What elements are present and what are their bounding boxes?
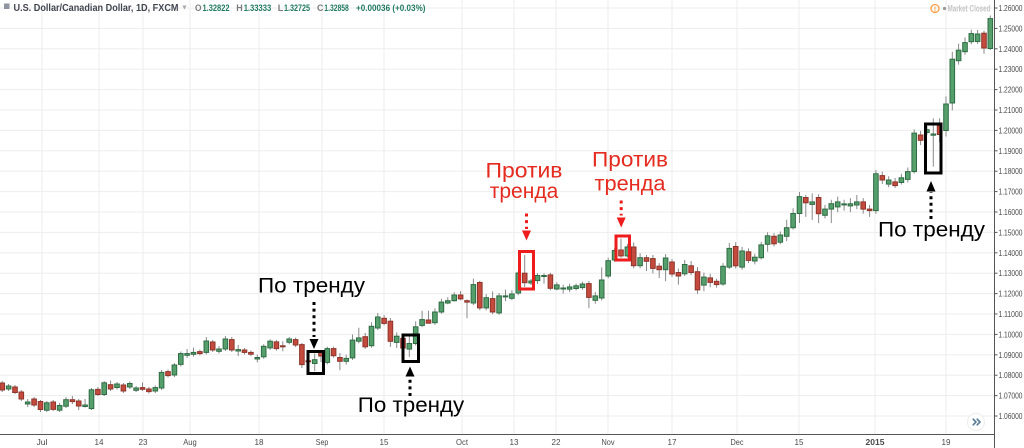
- svg-text:1.18000: 1.18000: [999, 166, 1023, 176]
- svg-text:17: 17: [668, 437, 677, 447]
- svg-text:Sep: Sep: [316, 437, 329, 447]
- svg-text:1.12000: 1.12000: [999, 289, 1023, 299]
- svg-text:Dec: Dec: [731, 437, 745, 447]
- svg-text:Против: Против: [592, 148, 668, 172]
- svg-text:H: H: [236, 3, 243, 14]
- svg-text:15: 15: [380, 437, 389, 447]
- svg-text:тренда: тренда: [595, 172, 666, 196]
- svg-text:1.32725: 1.32725: [284, 3, 311, 14]
- svg-text:1.33333: 1.33333: [244, 3, 272, 14]
- svg-text:1.20000: 1.20000: [999, 125, 1023, 135]
- svg-text:Nov: Nov: [602, 437, 616, 447]
- svg-text:1.09000: 1.09000: [999, 350, 1023, 360]
- svg-text:!: !: [934, 4, 937, 13]
- svg-text:1.10000: 1.10000: [999, 329, 1023, 339]
- svg-text:22: 22: [552, 437, 561, 447]
- svg-text:1.16000: 1.16000: [999, 207, 1023, 217]
- svg-text:1.22000: 1.22000: [999, 85, 1023, 95]
- svg-text:C: C: [317, 3, 324, 14]
- svg-text:1.32822: 1.32822: [203, 3, 230, 14]
- svg-text:1.06000: 1.06000: [999, 411, 1023, 421]
- svg-text:тренда: тренда: [490, 179, 559, 203]
- svg-text:1.19000: 1.19000: [999, 146, 1023, 156]
- svg-text:По тренду: По тренду: [878, 218, 985, 242]
- svg-text:15: 15: [795, 437, 804, 447]
- svg-text:23: 23: [139, 437, 148, 447]
- svg-text:1.26000: 1.26000: [999, 3, 1023, 13]
- svg-text:1.23000: 1.23000: [999, 64, 1023, 74]
- svg-text:+0.00036 (+0.03%): +0.00036 (+0.03%): [356, 3, 426, 14]
- svg-text:▼: ▼: [181, 5, 188, 12]
- svg-text:1.21000: 1.21000: [999, 105, 1023, 115]
- svg-text:U.S. Dollar/Canadian Dollar, 1: U.S. Dollar/Canadian Dollar, 1D, FXCM: [14, 2, 179, 14]
- svg-text:2015: 2015: [866, 437, 885, 447]
- svg-text:1.07000: 1.07000: [999, 391, 1023, 401]
- svg-text:L: L: [278, 3, 284, 14]
- svg-text:Market Closed: Market Closed: [948, 4, 991, 15]
- svg-text:18: 18: [255, 437, 264, 447]
- svg-text:1.11000: 1.11000: [999, 309, 1023, 319]
- svg-text:По тренду: По тренду: [258, 274, 365, 298]
- svg-text:Aug: Aug: [183, 437, 197, 447]
- svg-text:Jul: Jul: [37, 437, 48, 447]
- svg-text:1.15000: 1.15000: [999, 227, 1023, 237]
- svg-text:1.17000: 1.17000: [999, 187, 1023, 197]
- svg-text:19: 19: [942, 437, 951, 447]
- svg-text:Против: Против: [486, 159, 563, 183]
- svg-text:Oct: Oct: [456, 437, 469, 447]
- svg-text:1.08000: 1.08000: [999, 370, 1023, 380]
- svg-text:13: 13: [510, 437, 519, 447]
- svg-text:14: 14: [95, 437, 104, 447]
- svg-text:По тренду: По тренду: [358, 393, 465, 417]
- svg-text:1.32858: 1.32858: [324, 3, 349, 14]
- svg-text:1.24000: 1.24000: [999, 44, 1023, 54]
- svg-text:O: O: [195, 3, 202, 14]
- svg-text:1.14000: 1.14000: [999, 248, 1023, 258]
- svg-text:1.25000: 1.25000: [999, 23, 1023, 33]
- svg-text:1.13000: 1.13000: [999, 268, 1023, 278]
